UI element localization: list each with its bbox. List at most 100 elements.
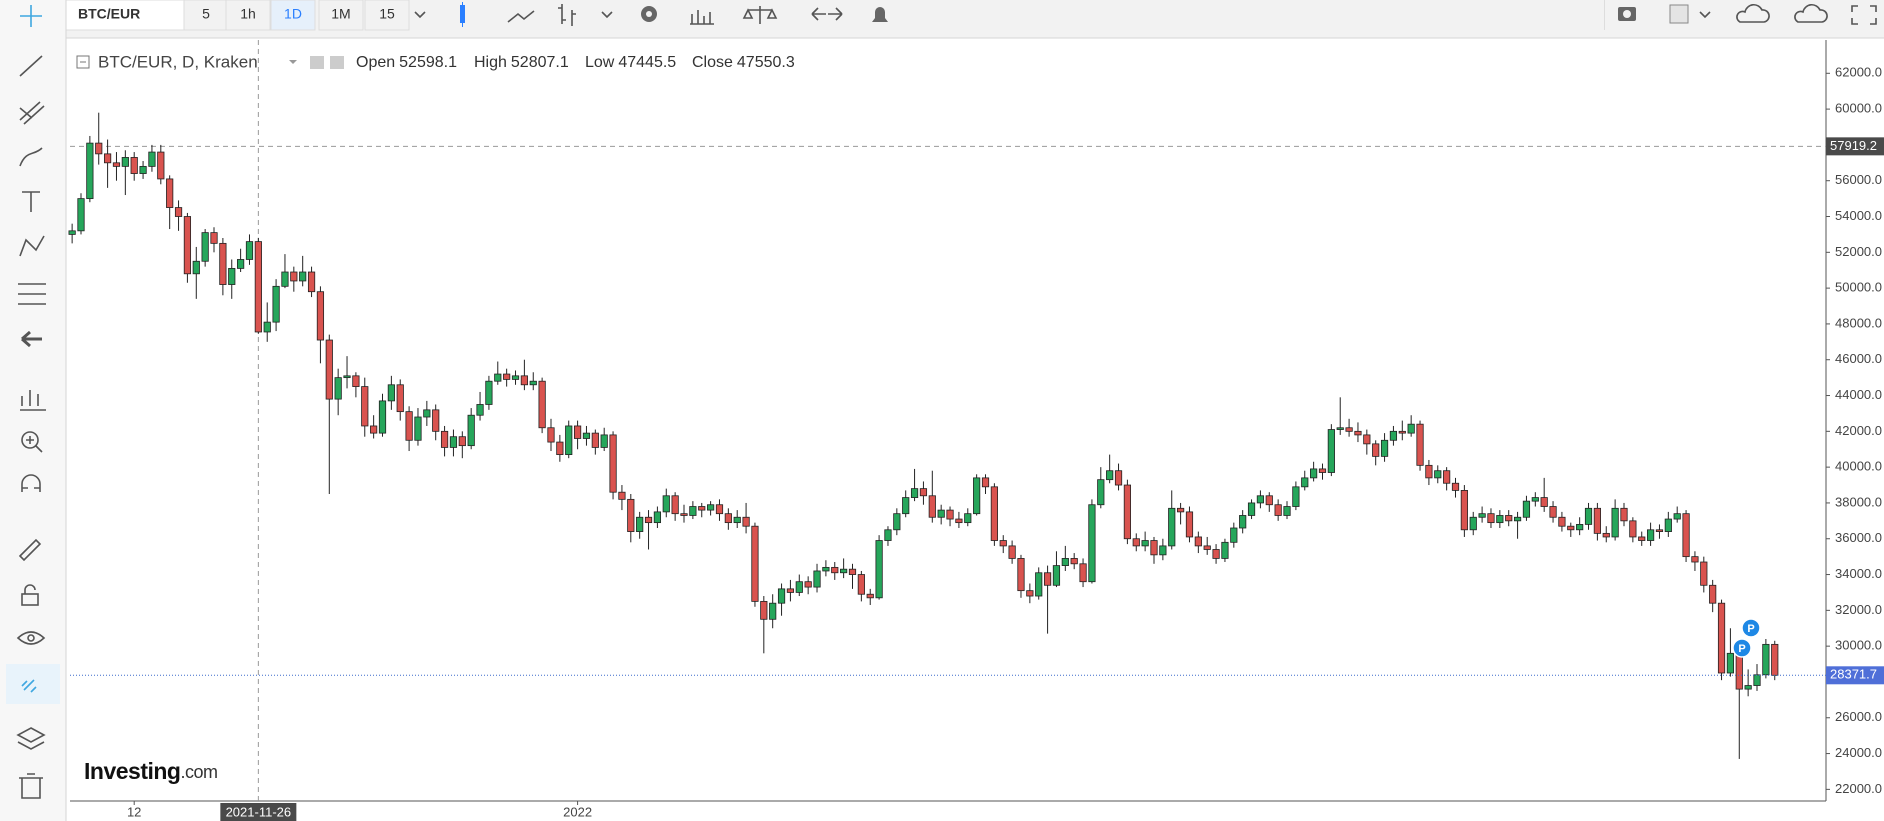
- alert-icon[interactable]: [872, 7, 888, 22]
- candle-body: [547, 427, 555, 443]
- crosshair-tool[interactable]: [20, 5, 42, 27]
- interval-button[interactable]: [364, 0, 410, 31]
- dropdown[interactable]: [414, 11, 426, 19]
- candle-body: [1372, 443, 1380, 457]
- symbol-box[interactable]: [65, 0, 187, 31]
- brush-tool[interactable]: [19, 147, 43, 167]
- candle-body: [183, 216, 192, 275]
- indicators-icon[interactable]: [690, 10, 714, 25]
- interval-label[interactable]: 1M: [331, 6, 350, 22]
- candle-body: [1212, 549, 1220, 559]
- line-icon[interactable]: [507, 10, 535, 23]
- candle-body: [618, 491, 626, 500]
- candle-body: [95, 142, 103, 155]
- interval-button[interactable]: [183, 0, 229, 31]
- zoom-tool[interactable]: [21, 431, 39, 449]
- y-tick-label: 48000.0: [1835, 315, 1882, 330]
- magnet-tool[interactable]: [21, 474, 41, 492]
- candle-body: [520, 375, 528, 386]
- candle-body: [1017, 558, 1025, 592]
- candle-body: [1079, 563, 1087, 583]
- candle-body: [370, 425, 378, 434]
- candle-body: [201, 232, 209, 262]
- candle-body: [840, 568, 848, 574]
- candle-body: [432, 409, 440, 432]
- candle-body: [423, 409, 431, 418]
- event-marker[interactable]: [1741, 618, 1761, 638]
- fullscreen-icon[interactable]: [1851, 5, 1877, 25]
- lock-drawings-tool[interactable]: [18, 538, 42, 562]
- collapse-icon[interactable]: [76, 55, 90, 69]
- interval-button[interactable]: [318, 0, 364, 31]
- candle-body: [1336, 427, 1344, 430]
- candle-body: [937, 509, 945, 518]
- lock-tool[interactable]: [21, 593, 39, 606]
- candle-body: [396, 384, 404, 413]
- settings-icon[interactable]: [330, 56, 344, 69]
- compare-icon[interactable]: [742, 6, 778, 24]
- x-tick-label: 2022: [563, 804, 592, 819]
- candle-body: [565, 425, 573, 456]
- candle-body: [210, 232, 218, 244]
- candle-body: [1407, 423, 1415, 434]
- back-tool[interactable]: [21, 330, 42, 348]
- bars-icon[interactable]: [558, 4, 576, 26]
- candle-body: [352, 375, 360, 387]
- candle-body: [831, 566, 839, 574]
- candle-body: [1584, 507, 1593, 525]
- undo-icon[interactable]: [811, 7, 826, 21]
- redo-icon[interactable]: [828, 7, 843, 21]
- candle-body: [1549, 506, 1557, 518]
- save-icon[interactable]: [1794, 4, 1828, 23]
- candle-body: [591, 432, 599, 448]
- interval-label[interactable]: 15: [379, 6, 395, 22]
- legend-label: High: [474, 54, 507, 71]
- candle-body: [1088, 504, 1096, 583]
- crosshair-date-box: [220, 803, 297, 821]
- color-icon[interactable]: [1669, 4, 1689, 24]
- y-tick-label: 24000.0: [1835, 745, 1882, 760]
- interval-label[interactable]: 5: [202, 6, 210, 22]
- event-marker[interactable]: [1732, 638, 1752, 658]
- prediction-tool[interactable]: [18, 283, 46, 305]
- interval-label[interactable]: 1h: [240, 6, 256, 22]
- interval-button[interactable]: [270, 0, 316, 31]
- candle-body: [733, 516, 741, 524]
- text-tool[interactable]: [22, 191, 40, 212]
- chart-tool[interactable]: [20, 390, 46, 411]
- candle-body: [86, 142, 94, 200]
- y-tick-label: 30000.0: [1835, 638, 1882, 653]
- last-price-box: [1826, 666, 1884, 685]
- fib-tool[interactable]: [19, 101, 45, 125]
- candle-body: [698, 506, 706, 511]
- interval-label[interactable]: 1D: [284, 6, 302, 22]
- candle-body: [1043, 572, 1052, 586]
- visibility-icon[interactable]: [310, 56, 324, 69]
- candle-body: [910, 488, 919, 498]
- y-tick-label: 62000.0: [1835, 65, 1882, 80]
- candle-body: [1177, 507, 1185, 513]
- legend-label: Open: [356, 54, 395, 71]
- delete-tool[interactable]: [19, 773, 43, 799]
- trendline-tool[interactable]: [19, 55, 43, 77]
- candle-body: [343, 375, 351, 379]
- event-marker-label[interactable]: P: [1747, 623, 1754, 635]
- link-tool[interactable]: [21, 679, 37, 693]
- candle-body: [786, 588, 795, 593]
- visibility-tool[interactable]: [16, 631, 46, 645]
- candle-body: [299, 271, 307, 282]
- load-icon[interactable]: [1736, 4, 1770, 23]
- candle-body: [999, 540, 1007, 547]
- interval-button[interactable]: [225, 0, 271, 31]
- candle-body: [1434, 470, 1442, 479]
- symbol[interactable]: BTC/EUR: [78, 6, 140, 22]
- drawing-tools: [6, 5, 60, 799]
- pattern-tool[interactable]: [19, 235, 45, 257]
- candle-body: [1513, 516, 1522, 522]
- layers-tool[interactable]: [16, 727, 46, 750]
- candle-body: [1602, 532, 1610, 538]
- event-marker-label[interactable]: P: [1738, 643, 1745, 655]
- x-tick-label: 12: [127, 804, 141, 819]
- candle-body: [742, 516, 750, 527]
- candle-body: [1168, 507, 1176, 547]
